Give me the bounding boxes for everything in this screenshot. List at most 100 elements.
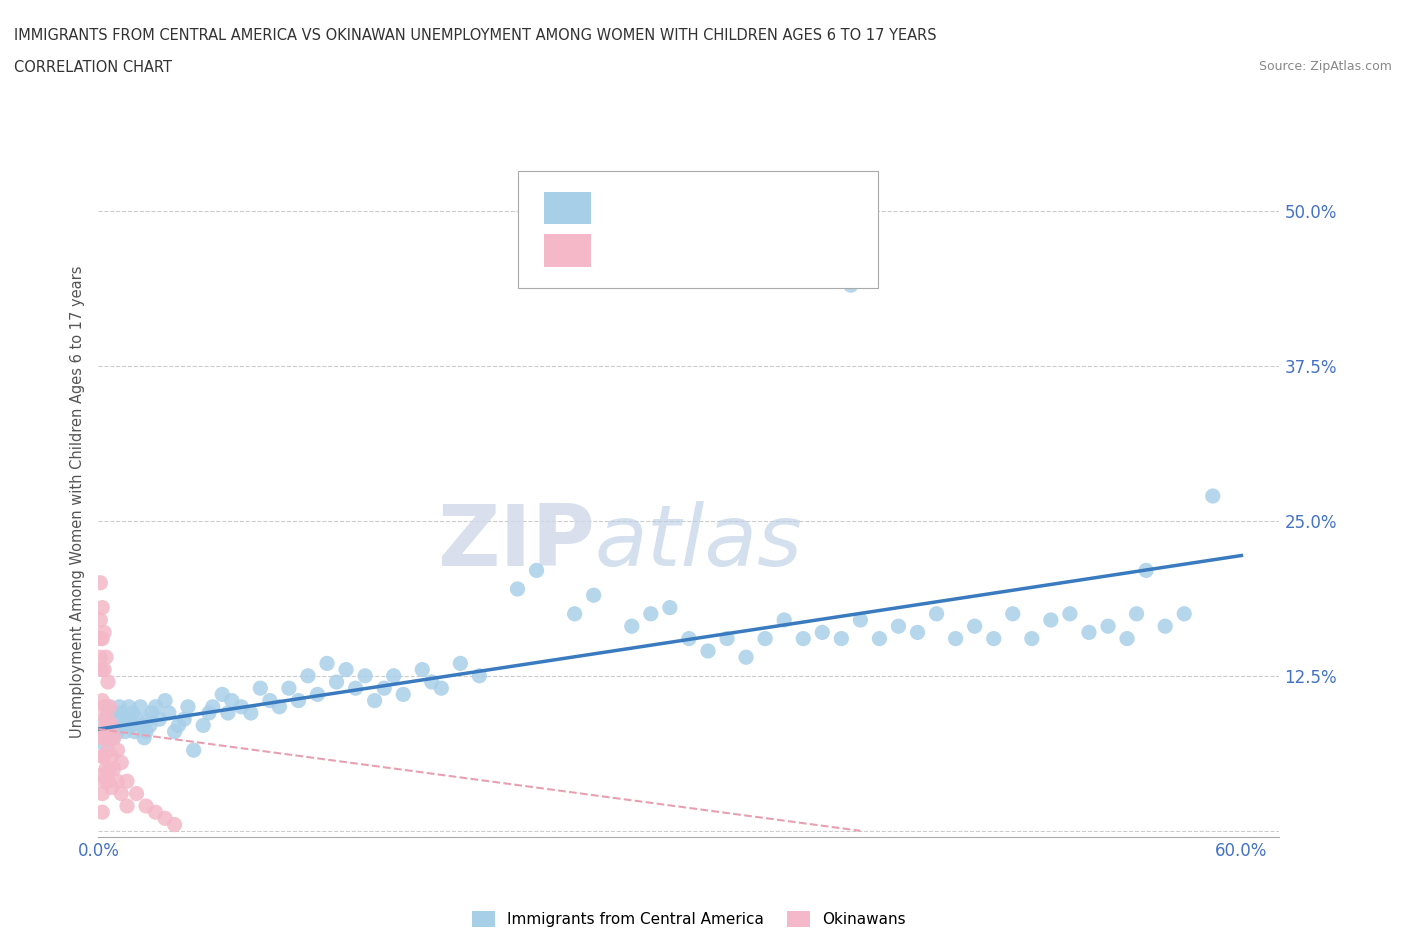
Point <box>1125 606 1147 621</box>
Point <box>107 774 129 789</box>
Point <box>98 730 121 745</box>
Point <box>91 730 114 745</box>
Point <box>98 762 121 777</box>
Point <box>136 711 159 726</box>
Point <box>107 743 129 758</box>
Point <box>1097 618 1119 633</box>
Point <box>335 662 357 677</box>
Point <box>89 631 111 646</box>
FancyBboxPatch shape <box>544 193 591 224</box>
Point <box>141 706 163 721</box>
Point <box>114 724 136 739</box>
Point <box>849 613 872 628</box>
Point <box>382 669 405 684</box>
Point <box>135 799 157 814</box>
Point <box>887 618 910 633</box>
Point <box>89 650 111 665</box>
Point <box>112 718 135 733</box>
Point <box>104 711 127 726</box>
Point <box>449 656 471 671</box>
Point <box>89 613 111 628</box>
Point <box>98 718 121 733</box>
Point <box>94 650 117 665</box>
Point <box>94 730 117 745</box>
Point <box>110 786 132 801</box>
Point <box>120 718 142 733</box>
Point <box>129 699 152 714</box>
Point <box>108 699 131 714</box>
Point <box>620 618 643 633</box>
Point <box>907 625 929 640</box>
Point <box>153 811 176 826</box>
Point <box>91 711 114 726</box>
Point <box>177 699 200 714</box>
Text: R =  0.562   N = 95: R = 0.562 N = 95 <box>610 199 800 218</box>
Point <box>118 699 141 714</box>
Text: ZIP: ZIP <box>437 501 595 584</box>
Point <box>115 774 138 789</box>
Point <box>1116 631 1139 646</box>
Point <box>98 699 121 714</box>
Point <box>167 718 190 733</box>
Point <box>231 699 253 714</box>
Point <box>830 631 852 646</box>
Point <box>135 724 157 739</box>
Point <box>925 606 948 621</box>
Point <box>316 656 339 671</box>
Point <box>97 743 120 758</box>
Point <box>307 687 329 702</box>
Point <box>115 711 138 726</box>
Point <box>1173 606 1195 621</box>
Point <box>173 711 195 726</box>
Point <box>983 631 1005 646</box>
Point <box>1078 625 1101 640</box>
Point <box>163 724 186 739</box>
Point <box>91 804 114 819</box>
Point <box>373 681 395 696</box>
Point <box>139 718 162 733</box>
Point <box>411 662 433 677</box>
Point <box>115 799 138 814</box>
Point <box>91 767 114 782</box>
Point <box>658 600 681 615</box>
Point <box>249 681 271 696</box>
Point <box>211 687 233 702</box>
Point <box>100 718 122 733</box>
Point <box>868 631 890 646</box>
Point <box>100 749 122 764</box>
Point <box>110 706 132 721</box>
Point <box>201 699 224 714</box>
Point <box>145 804 167 819</box>
Point <box>468 669 491 684</box>
Point <box>97 674 120 689</box>
Point <box>157 706 180 721</box>
Point <box>107 724 129 739</box>
Point <box>564 606 586 621</box>
Point <box>134 730 156 745</box>
Text: R = -0.022   N = 47: R = -0.022 N = 47 <box>610 242 801 259</box>
Point <box>1021 631 1043 646</box>
Point <box>430 681 453 696</box>
Point <box>716 631 738 646</box>
Point <box>420 674 443 689</box>
Point <box>259 693 281 708</box>
Point <box>354 669 377 684</box>
Point <box>93 749 115 764</box>
Point <box>121 706 143 721</box>
Text: IMMIGRANTS FROM CENTRAL AMERICA VS OKINAWAN UNEMPLOYMENT AMONG WOMEN WITH CHILDR: IMMIGRANTS FROM CENTRAL AMERICA VS OKINA… <box>14 28 936 43</box>
Point <box>93 662 115 677</box>
Point <box>131 718 153 733</box>
Point <box>193 718 215 733</box>
Point <box>125 711 148 726</box>
Text: Source: ZipAtlas.com: Source: ZipAtlas.com <box>1258 60 1392 73</box>
Point <box>91 749 114 764</box>
Point <box>103 762 125 777</box>
Point <box>93 699 115 714</box>
Point <box>287 693 309 708</box>
Point <box>91 724 114 739</box>
Point <box>1202 488 1225 503</box>
Point <box>103 730 125 745</box>
Point <box>93 737 115 751</box>
Point <box>839 278 862 293</box>
Point <box>124 724 146 739</box>
